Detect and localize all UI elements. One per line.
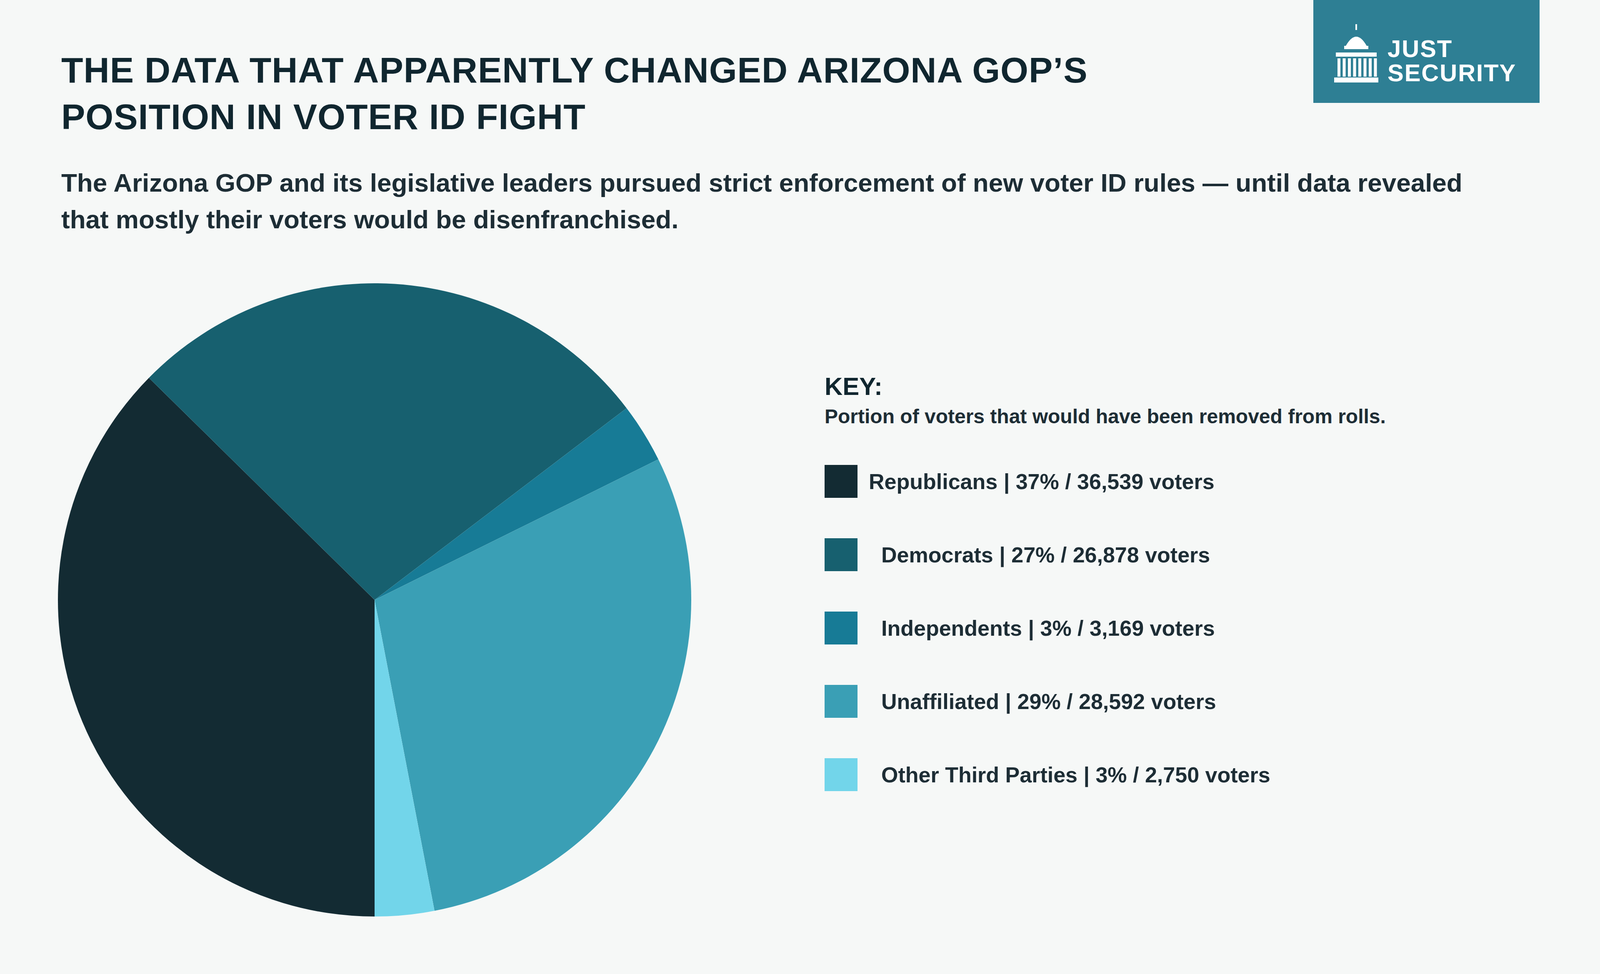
legend-entry: Independents | 3% / 3,169 voters [881, 615, 1215, 641]
logo-icon-part [1374, 58, 1378, 77]
legend-swatch [824, 685, 858, 718]
legend-swatch [824, 611, 858, 645]
legend-title: KEY: [824, 372, 883, 401]
legend-swatch [824, 758, 858, 792]
logo-icon-part [1342, 58, 1346, 77]
legend-entry: Republicans | 37% / 36,539 voters [868, 469, 1215, 495]
logo-text: JUST SECURITY [1387, 36, 1530, 85]
logo-icon-part [1335, 52, 1377, 57]
pie-slice [374, 459, 692, 912]
legend-entry: Other Third Parties | 3% / 2,750 voters [881, 762, 1271, 788]
logo-icon-part [1363, 58, 1367, 77]
pie-slice [374, 600, 435, 917]
logo-icon-part [1337, 58, 1341, 77]
title: THE DATA THAT APPARENTLY CHANGED ARIZONA… [61, 46, 1112, 140]
legend-swatch [824, 538, 858, 572]
logo-icon-part [1355, 24, 1358, 30]
logo-icon-part [1345, 36, 1367, 46]
legend-entry: Democrats | 27% / 26,878 voters [881, 542, 1210, 568]
legend-subtitle: Portion of voters that would have been r… [824, 405, 1386, 428]
slices [57, 283, 692, 917]
legend-swatch [824, 465, 858, 498]
logo-icon-part [1334, 77, 1379, 83]
pie-chart [0, 0, 1600, 974]
logo-icon-part [1347, 58, 1351, 77]
logo-icon-part [1368, 58, 1372, 77]
logo-icon [1333, 24, 1380, 87]
logo-icon-part [1344, 45, 1369, 50]
logo-icon-part [1358, 58, 1362, 77]
subtitle: The Arizona GOP and its legislative lead… [61, 164, 1512, 238]
legend-entry: Unaffiliated | 29% / 28,592 voters [881, 689, 1217, 715]
logo-icon-part [1353, 58, 1357, 77]
